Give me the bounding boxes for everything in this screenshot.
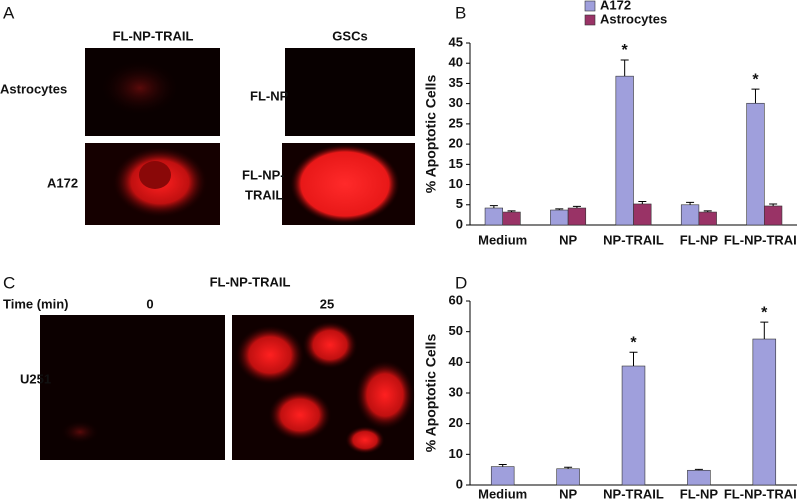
x-tick-label: FL-NP xyxy=(680,486,719,501)
x-tick-label: Medium xyxy=(478,232,527,247)
bar xyxy=(763,205,783,226)
bar xyxy=(746,102,765,226)
bar xyxy=(752,338,777,486)
panel-label: A xyxy=(3,3,15,22)
cell xyxy=(355,360,415,430)
y-tick-label: 45 xyxy=(449,34,463,49)
time-point: 25 xyxy=(320,296,334,311)
bar xyxy=(502,211,521,226)
time-label: Time (min) xyxy=(3,296,69,311)
image-gsc-fl-np xyxy=(285,48,415,136)
row-label: Astrocytes xyxy=(0,81,67,96)
row-label: FL-NP xyxy=(250,88,289,103)
error-bar xyxy=(686,201,695,205)
cell xyxy=(100,60,180,116)
x-tick-label: FL-NP xyxy=(680,232,719,247)
y-tick-label: 35 xyxy=(449,75,463,90)
error-bar xyxy=(507,210,516,213)
nucleus xyxy=(139,161,171,189)
cell xyxy=(290,144,400,224)
error-bar xyxy=(694,468,703,471)
legend-swatch xyxy=(584,0,596,12)
bar xyxy=(615,75,634,226)
bar xyxy=(550,209,569,226)
y-tick-label: 50 xyxy=(449,323,463,338)
row-label: U251 xyxy=(20,371,51,386)
error-bar xyxy=(703,210,712,213)
y-tick-label: 0 xyxy=(456,216,463,231)
x-tick-label: NP-TRAIL xyxy=(603,486,664,501)
error-bar xyxy=(564,466,573,469)
y-tick-label: 20 xyxy=(449,415,463,430)
y-tick-label: 30 xyxy=(449,95,463,110)
error-bar xyxy=(555,208,564,211)
x-tick-label: FL-NP-TRAIL xyxy=(724,486,797,501)
error-bar xyxy=(498,463,507,467)
legend-label: Astrocytes xyxy=(600,11,667,26)
y-tick-label: 0 xyxy=(456,476,463,491)
significance-mark: * xyxy=(630,334,637,351)
bar xyxy=(567,207,587,226)
error-bar xyxy=(489,205,498,209)
significance-mark: * xyxy=(752,71,759,88)
y-tick-label: 25 xyxy=(449,115,463,130)
legend-label: A172 xyxy=(600,0,631,12)
y-tick-label: 40 xyxy=(449,354,463,369)
bar xyxy=(490,466,515,486)
bar xyxy=(556,468,580,486)
error-bar xyxy=(620,59,629,77)
y-tick-label: 60 xyxy=(449,292,463,307)
bar xyxy=(621,365,646,486)
panel-label: B xyxy=(455,3,466,22)
error-bar xyxy=(760,321,769,340)
bar xyxy=(698,211,717,226)
y-tick-label: 15 xyxy=(449,156,463,171)
cell xyxy=(268,389,332,441)
y-tick-label: 40 xyxy=(449,55,463,70)
x-tick-label: NP xyxy=(559,486,577,501)
bar xyxy=(680,204,700,226)
y-axis-label: % Apoptotic Cells xyxy=(423,334,439,453)
y-tick-label: 10 xyxy=(449,446,463,461)
error-bar xyxy=(638,201,647,204)
panel-label: D xyxy=(455,273,467,292)
x-tick-label: FL-NP-TRAIL xyxy=(724,232,797,247)
cell xyxy=(302,321,358,369)
bar xyxy=(633,203,652,226)
time-point: 0 xyxy=(146,296,153,311)
row-label: A172 xyxy=(47,175,78,190)
error-bar xyxy=(769,203,778,206)
row-label: FL-NP- xyxy=(242,167,285,182)
cell xyxy=(235,325,305,385)
y-tick-label: 30 xyxy=(449,384,463,399)
error-bar xyxy=(629,351,638,367)
bar xyxy=(484,207,503,226)
x-tick-label: Medium xyxy=(478,486,527,501)
significance-mark: * xyxy=(622,42,629,59)
significance-mark: * xyxy=(761,304,768,321)
y-tick-label: 20 xyxy=(449,136,463,151)
panel-label: C xyxy=(3,273,15,292)
cell xyxy=(60,420,100,444)
y-tick-label: 5 xyxy=(456,196,463,211)
legend-swatch xyxy=(584,14,596,26)
y-tick-label: 10 xyxy=(449,176,463,191)
error-bar xyxy=(572,205,581,209)
error-bar xyxy=(751,88,760,104)
panel-c-title: FL-NP-TRAIL xyxy=(210,274,291,289)
y-axis-label: % Apoptotic Cells xyxy=(423,75,439,194)
column-title: FL-NP-TRAIL xyxy=(113,28,194,43)
cell xyxy=(345,426,385,454)
x-tick-label: NP-TRAIL xyxy=(603,232,664,247)
column-title: GSCs xyxy=(332,28,367,43)
x-tick-label: NP xyxy=(559,232,577,247)
row-label: TRAIL xyxy=(245,187,283,202)
bar xyxy=(687,469,711,486)
